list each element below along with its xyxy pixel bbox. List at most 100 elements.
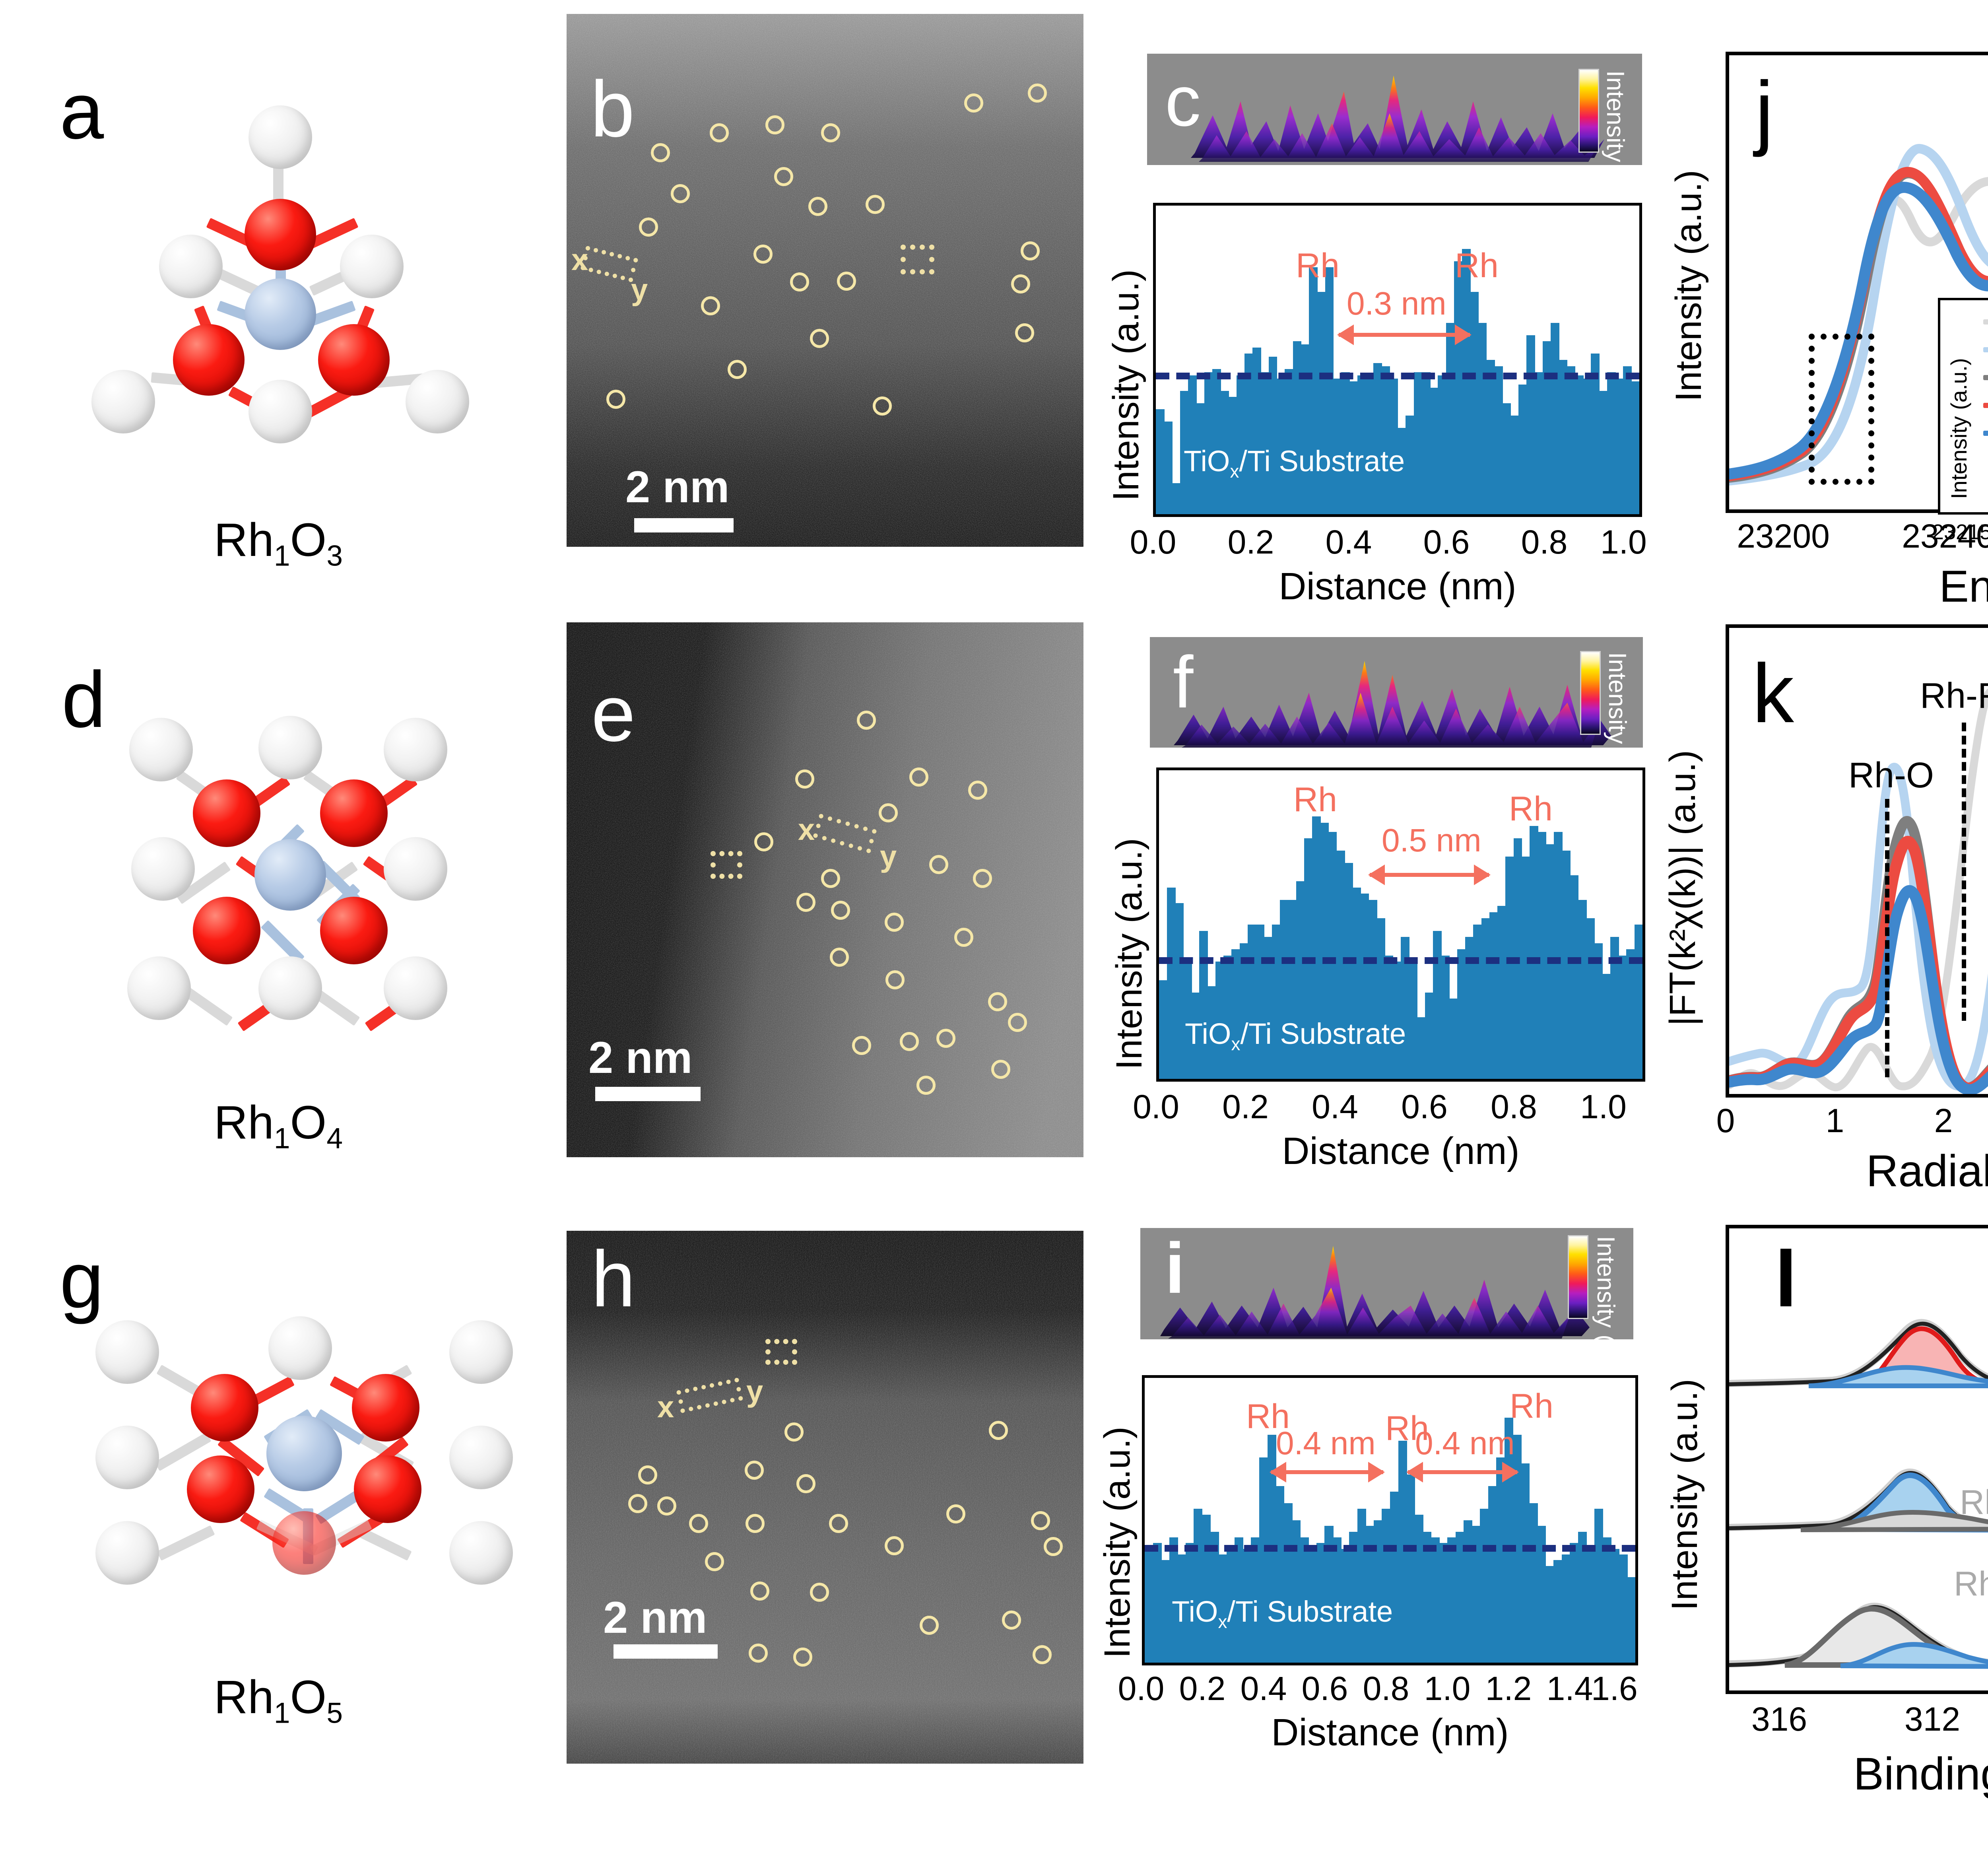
substrate-prefix: TiO <box>1172 1595 1218 1628</box>
panel-l-plot-frame: l Rh (0) Rh (I) Rh (I) Rh (III) Rh (III)… <box>1726 1225 1988 1694</box>
atom-marker <box>1031 1511 1050 1530</box>
profile-bar <box>1449 999 1458 1079</box>
profile-bar <box>1389 378 1398 514</box>
profile-bar <box>1293 341 1302 514</box>
profile-bar <box>1180 391 1189 514</box>
peak-label-rh: Rh <box>1509 790 1553 828</box>
x-tick: 0.6 <box>1401 1088 1448 1125</box>
formula-element: O <box>290 1096 327 1149</box>
profile-bar <box>1423 1531 1432 1663</box>
titanium-atom <box>95 1426 159 1489</box>
formula-sub: 3 <box>326 539 343 572</box>
titanium-atom <box>248 105 312 169</box>
atom-marker <box>1002 1611 1021 1630</box>
titanium-atom <box>258 716 322 779</box>
profile-bar <box>1288 900 1297 1079</box>
profile-bar <box>1309 267 1318 514</box>
panel-j-label: j <box>1755 64 1774 157</box>
profile-bar <box>1446 323 1455 514</box>
profile-bar <box>1145 1549 1154 1663</box>
oxygen-atom <box>352 1374 419 1442</box>
profile-bar <box>1578 900 1587 1079</box>
legend-swatch <box>1983 347 1988 352</box>
x-tick: 0.6 <box>1423 523 1470 561</box>
baseline-dashed <box>1145 1545 1635 1552</box>
profile-bar <box>1185 1543 1194 1663</box>
profile-bar <box>1349 381 1358 514</box>
y-axis-label: |FT(k²χ(k))| (a.u.) <box>1662 750 1703 1026</box>
profile-bar <box>1447 1537 1456 1663</box>
profile-bar <box>1357 1509 1366 1663</box>
unit-cell-marker <box>765 1339 797 1365</box>
profile-bar <box>1183 962 1192 1079</box>
panel-e-stem-image: e x y 2 nm <box>567 622 1083 1157</box>
profile-bar <box>1153 1543 1162 1663</box>
x-tick: 1.0 <box>1580 1088 1627 1125</box>
profile-bar <box>1218 1554 1227 1663</box>
profile-bar <box>1252 347 1261 514</box>
profile-bar <box>1430 387 1439 514</box>
atom-marker <box>885 1536 904 1555</box>
profile-bar <box>1292 1520 1301 1663</box>
formula-sub: 4 <box>326 1122 343 1155</box>
distance-arrow <box>1339 333 1470 337</box>
profile-bar <box>1530 826 1538 1079</box>
profile-bar <box>1417 1017 1426 1079</box>
panel-d-formula: Rh1O4 <box>0 1096 557 1155</box>
x-tick: 0.0 <box>1130 523 1176 561</box>
profile-bar <box>1365 1526 1375 1663</box>
profile-bar <box>1626 949 1635 1079</box>
atom-marker <box>810 329 829 348</box>
profile-bar <box>1169 1537 1178 1663</box>
x-tick: 0.8 <box>1521 523 1568 561</box>
distance-annotation: 0.3 nm <box>1347 286 1446 322</box>
x-tick: 23240 <box>1902 517 1988 555</box>
panel-f-surface-plot: f Intensity (a.u.) <box>1150 637 1643 748</box>
profile-bar <box>1236 375 1245 514</box>
profile-bar <box>1244 354 1253 514</box>
profile-bar <box>1352 887 1361 1079</box>
titanium-atom <box>131 837 195 901</box>
panel-f: f Intensity (a.u.) TiOx/Ti Substrate Rh … <box>1089 616 1646 1237</box>
titanium-atom <box>91 370 155 433</box>
atom-marker <box>821 123 840 142</box>
profile-bar <box>1401 937 1409 1079</box>
bond <box>157 1525 215 1561</box>
profile-bar <box>1470 292 1479 514</box>
panel-g: g Rh1O5 <box>0 1225 557 1869</box>
profile-bar <box>1328 832 1337 1079</box>
profile-bar <box>1473 925 1482 1079</box>
peak-label-rh: Rh <box>1296 247 1340 285</box>
profile-bar <box>1538 832 1547 1079</box>
axis-y-tag: y <box>746 1374 763 1408</box>
y-axis-label: Intensity (a.u.) <box>1109 838 1149 1070</box>
panel-a-label: a <box>60 67 104 155</box>
profile-bar <box>1210 1531 1219 1663</box>
atom-marker <box>795 769 814 789</box>
inset-x-tick: 23215 <box>1932 520 1988 544</box>
profile-bar <box>1489 912 1498 1079</box>
substrate-prefix: TiO <box>1185 1017 1231 1050</box>
profile-bar <box>1433 931 1442 1079</box>
x-tick: 0.0 <box>1118 1670 1165 1707</box>
intensity-colorbar <box>1580 651 1601 735</box>
profile-bar <box>1239 943 1248 1079</box>
profile-bar <box>1570 1543 1579 1663</box>
profile-bar <box>1285 369 1293 514</box>
x-axis-label: Binding Energy (eV) <box>1853 1749 1988 1799</box>
oxygen-atom <box>187 1455 254 1523</box>
atom-marker <box>639 218 658 237</box>
formula-element: Rh <box>214 1671 274 1723</box>
titanium-atom <box>248 380 312 443</box>
intensity-colorbar <box>1578 69 1599 153</box>
atom-marker <box>946 1504 965 1523</box>
titanium-atom <box>129 718 193 781</box>
annotation-line-rh-o <box>1885 799 1889 1077</box>
profile-bar <box>1631 381 1639 514</box>
rhodium-atom <box>245 278 316 350</box>
profile-bar <box>1259 1457 1268 1663</box>
substrate-subscript: x <box>1231 1033 1241 1054</box>
profile-bar <box>1465 937 1474 1079</box>
profile-bar <box>1336 850 1345 1079</box>
titanium-atom <box>159 235 223 298</box>
